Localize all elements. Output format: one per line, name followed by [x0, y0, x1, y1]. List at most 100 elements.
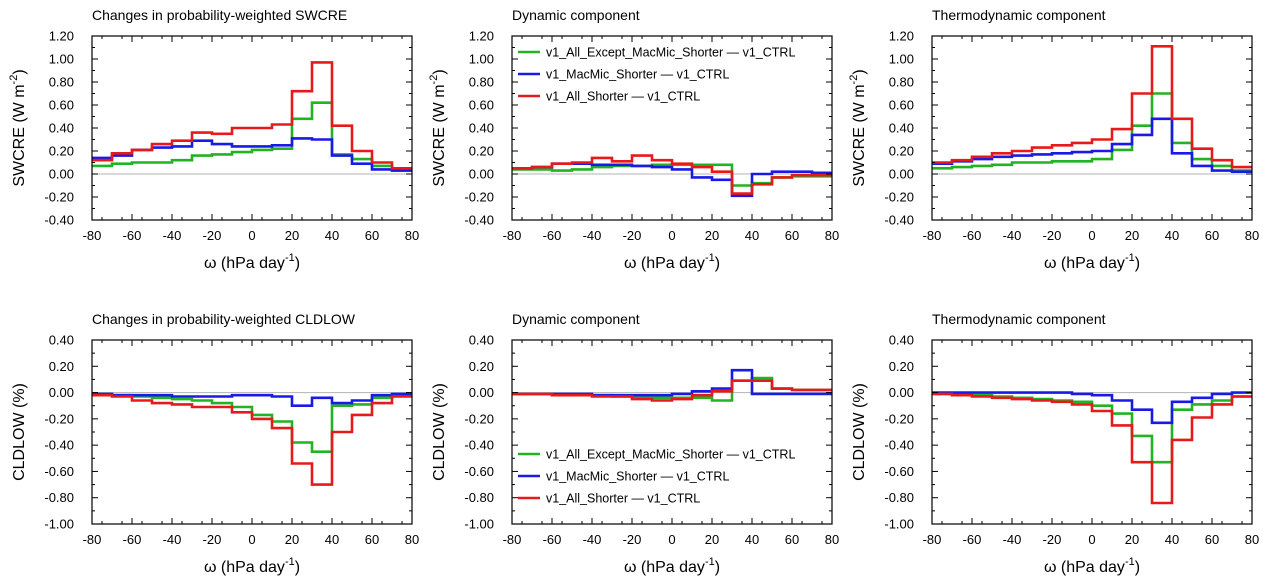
x-axis-label-main: ω (hPa day	[204, 559, 285, 576]
chart-panel-5: Dynamic component -80 -60 -40 -20 0 20 40 60 80 -1…	[431, 311, 839, 576]
y-axis-label-superscript: -2	[848, 75, 860, 85]
chart-panel-4: Changes in probability-weighted CLDLOW -8…	[11, 311, 419, 576]
x-axis-label-superscript: -1	[285, 252, 295, 264]
x-axis-label-superscript: -1	[1125, 252, 1135, 264]
y-tick-label: -0.20	[464, 190, 494, 205]
y-tick-label: 1.20	[889, 29, 914, 44]
series-line-blue	[92, 392, 412, 407]
plot-frame	[511, 35, 833, 221]
x-axis-label-end: )	[715, 559, 720, 576]
y-tick-label: 0.00	[889, 167, 914, 182]
y-tick-label: 0.00	[49, 385, 74, 400]
series-line-blue	[92, 137, 412, 172]
plot-frame	[931, 339, 1253, 525]
y-tick-label: -0.80	[464, 490, 494, 505]
y-tick-label: 1.20	[469, 29, 494, 44]
y-axis-label-main: SWCRE (W m	[431, 84, 448, 186]
y-tick-label: 0.00	[49, 167, 74, 182]
y-axis-label: SWCRE (W m-2)	[8, 69, 28, 186]
x-tick-label: -40	[583, 532, 602, 547]
x-axis-label-end: )	[295, 559, 300, 576]
y-tick-label: -0.20	[884, 190, 914, 205]
y-tick-label: 0.00	[469, 167, 494, 182]
y-axis-label-superscript: -2	[428, 75, 440, 85]
y-tick-label: 0.80	[49, 75, 74, 90]
chart-panel-1: Changes in probability-weighted SWCRE -80…	[8, 7, 419, 272]
series-line-blue	[512, 162, 832, 198]
x-axis-label-superscript: -1	[705, 556, 715, 568]
panel-title: Thermodynamic component	[932, 7, 1106, 23]
y-tick-label: -1.00	[44, 517, 74, 532]
x-tick-label: 60	[365, 228, 379, 243]
x-tick-label: 80	[825, 228, 839, 243]
x-tick-label: 80	[825, 532, 839, 547]
y-tick-label: -0.40	[464, 438, 494, 453]
x-axis-label: ω (hPa day-1)	[204, 252, 300, 272]
x-tick-label: -40	[1003, 228, 1022, 243]
x-tick-label: -60	[963, 228, 982, 243]
x-tick-label: 0	[668, 532, 675, 547]
x-axis-label-superscript: -1	[705, 252, 715, 264]
y-tick-label: 0.60	[469, 98, 494, 113]
x-tick-label: 0	[668, 228, 675, 243]
x-tick-label: 60	[365, 532, 379, 547]
x-tick-label: -80	[83, 532, 102, 547]
y-axis-label: SWCRE (W m-2)	[848, 69, 868, 186]
y-tick-label: 0.80	[469, 75, 494, 90]
x-tick-label: -40	[163, 228, 182, 243]
y-tick-label: -0.40	[44, 213, 74, 228]
x-axis-label: ω (hPa day-1)	[624, 252, 720, 272]
panel-title: Thermodynamic component	[932, 311, 1106, 327]
x-axis-label-main: ω (hPa day	[624, 559, 705, 576]
x-axis-label-main: ω (hPa day	[624, 255, 705, 272]
series-line-red	[512, 379, 832, 402]
y-tick-label: -0.20	[44, 411, 74, 426]
x-tick-label: 60	[1205, 532, 1219, 547]
legend-entry-red: v1_All_Shorter — v1_CTRL	[546, 90, 700, 104]
series-line-green	[92, 392, 412, 453]
panel-title: Dynamic component	[512, 311, 640, 327]
x-axis-label-end: )	[1135, 559, 1140, 576]
y-axis-label-end: )	[431, 69, 448, 74]
y-tick-label: 0.20	[469, 359, 494, 374]
x-tick-label: 20	[285, 532, 299, 547]
y-tick-label: -0.80	[44, 490, 74, 505]
y-tick-label: -0.60	[44, 464, 74, 479]
legend: v1_All_Except_MacMic_Shorter — v1_CTRL v1…	[518, 46, 795, 104]
x-axis-label: ω (hPa day-1)	[624, 556, 720, 576]
plot-frame	[931, 35, 1253, 221]
y-axis-label-main: SWCRE (W m	[851, 84, 868, 186]
x-tick-label: 20	[1125, 228, 1139, 243]
x-tick-label: 40	[325, 228, 339, 243]
y-tick-label: -1.00	[884, 517, 914, 532]
x-tick-label: -20	[203, 228, 222, 243]
legend-entry-blue: v1_MacMic_Shorter — v1_CTRL	[546, 470, 729, 484]
y-tick-label: -0.20	[884, 411, 914, 426]
y-tick-label: -0.40	[884, 438, 914, 453]
x-tick-label: 0	[1088, 228, 1095, 243]
y-tick-label: 0.20	[889, 144, 914, 159]
x-tick-label: 0	[248, 532, 255, 547]
x-tick-label: -80	[503, 228, 522, 243]
x-axis-label-superscript: -1	[1125, 556, 1135, 568]
y-tick-label: 0.20	[49, 359, 74, 374]
y-tick-label: 0.20	[49, 144, 74, 159]
y-tick-label: 0.40	[889, 333, 914, 348]
x-tick-label: -60	[543, 532, 562, 547]
legend-entry-green: v1_All_Except_MacMic_Shorter — v1_CTRL	[546, 46, 795, 60]
x-axis-label: ω (hPa day-1)	[204, 556, 300, 576]
series-line-blue	[512, 368, 832, 397]
series-line-green	[932, 92, 1252, 172]
y-tick-label: 0.20	[889, 359, 914, 374]
x-tick-label: 40	[745, 228, 759, 243]
series-line-red	[932, 392, 1252, 505]
x-tick-label: 20	[705, 532, 719, 547]
series-line-red	[92, 61, 412, 170]
x-tick-label: 20	[1125, 532, 1139, 547]
x-tick-label: -20	[623, 532, 642, 547]
y-tick-label: 1.00	[469, 52, 494, 67]
x-tick-label: -80	[503, 532, 522, 547]
y-axis-label-main: CLDLOW (%)	[851, 383, 868, 481]
x-tick-label: 80	[1245, 532, 1259, 547]
x-axis-label-end: )	[1135, 255, 1140, 272]
